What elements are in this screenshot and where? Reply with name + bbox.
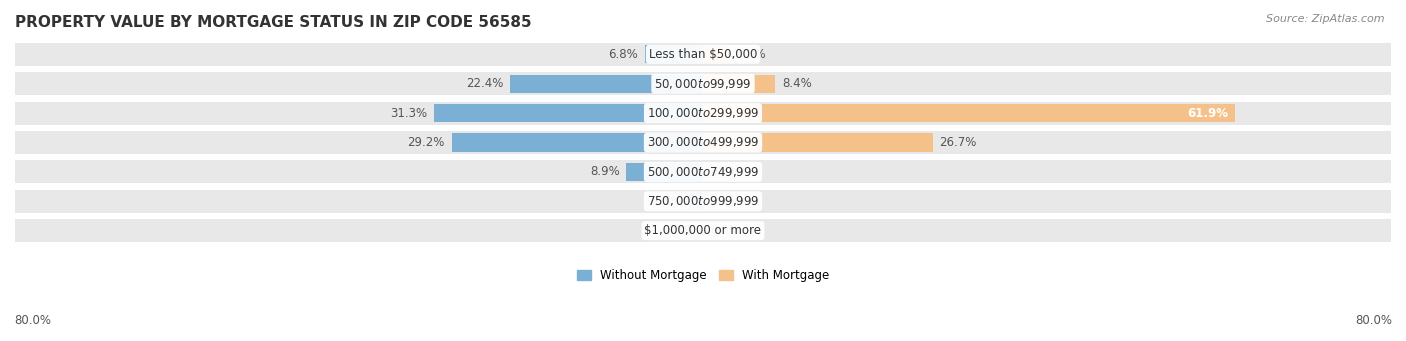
Text: 8.9%: 8.9% bbox=[591, 165, 620, 178]
Bar bbox=[689, 192, 703, 210]
Text: $1,000,000 or more: $1,000,000 or more bbox=[644, 224, 762, 237]
Text: 29.2%: 29.2% bbox=[408, 136, 446, 149]
Bar bbox=[451, 133, 703, 152]
Text: 31.3%: 31.3% bbox=[389, 107, 427, 120]
Bar bbox=[703, 45, 728, 63]
Text: 3.0%: 3.0% bbox=[735, 48, 765, 61]
Text: $100,000 to $299,999: $100,000 to $299,999 bbox=[647, 106, 759, 120]
Bar bbox=[510, 75, 703, 93]
Text: 80.0%: 80.0% bbox=[14, 314, 51, 327]
Text: 61.9%: 61.9% bbox=[1188, 107, 1229, 120]
Legend: Without Mortgage, With Mortgage: Without Mortgage, With Mortgage bbox=[572, 264, 834, 287]
Bar bbox=[627, 163, 703, 181]
Text: Less than $50,000: Less than $50,000 bbox=[648, 48, 758, 61]
Bar bbox=[15, 102, 1391, 124]
Text: 26.7%: 26.7% bbox=[939, 136, 977, 149]
Text: 1.6%: 1.6% bbox=[652, 195, 682, 208]
Bar bbox=[703, 104, 1236, 122]
Bar bbox=[434, 104, 703, 122]
Text: $750,000 to $999,999: $750,000 to $999,999 bbox=[647, 194, 759, 208]
Text: $500,000 to $749,999: $500,000 to $749,999 bbox=[647, 165, 759, 179]
Bar bbox=[15, 219, 1391, 242]
Text: 80.0%: 80.0% bbox=[1355, 314, 1392, 327]
Bar bbox=[15, 131, 1391, 154]
Bar bbox=[644, 45, 703, 63]
Text: 8.4%: 8.4% bbox=[782, 77, 811, 90]
Text: Source: ZipAtlas.com: Source: ZipAtlas.com bbox=[1267, 14, 1385, 24]
Text: $50,000 to $99,999: $50,000 to $99,999 bbox=[654, 77, 752, 91]
Text: $300,000 to $499,999: $300,000 to $499,999 bbox=[647, 135, 759, 149]
Bar bbox=[15, 72, 1391, 95]
Bar bbox=[15, 43, 1391, 66]
Bar bbox=[703, 133, 932, 152]
Text: 22.4%: 22.4% bbox=[467, 77, 503, 90]
Text: 0.0%: 0.0% bbox=[666, 224, 696, 237]
Bar bbox=[15, 160, 1391, 183]
Text: 6.8%: 6.8% bbox=[607, 48, 638, 61]
Text: PROPERTY VALUE BY MORTGAGE STATUS IN ZIP CODE 56585: PROPERTY VALUE BY MORTGAGE STATUS IN ZIP… bbox=[15, 15, 531, 30]
Text: 0.0%: 0.0% bbox=[710, 224, 740, 237]
Bar bbox=[15, 190, 1391, 213]
Text: 0.0%: 0.0% bbox=[710, 165, 740, 178]
Text: 0.0%: 0.0% bbox=[710, 195, 740, 208]
Bar bbox=[703, 75, 775, 93]
